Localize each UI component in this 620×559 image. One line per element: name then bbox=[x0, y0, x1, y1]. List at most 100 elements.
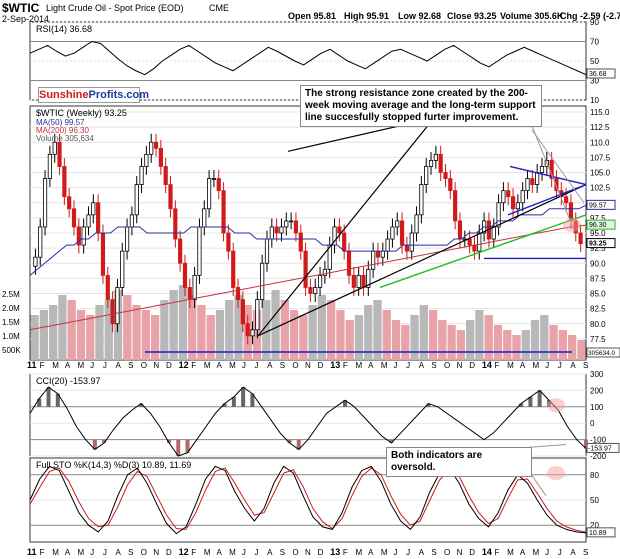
candle-body bbox=[250, 329, 255, 337]
x-tick-label: O bbox=[292, 548, 298, 557]
candle-body bbox=[375, 250, 381, 258]
x-tick-label: M bbox=[507, 361, 514, 370]
cci-line bbox=[29, 386, 587, 457]
volume-bar bbox=[160, 300, 169, 360]
candle-body bbox=[399, 220, 405, 246]
candle-body bbox=[351, 274, 356, 288]
x-tick-label: J bbox=[393, 548, 397, 557]
x-tick-label: N bbox=[457, 361, 463, 370]
x-tick-label: F bbox=[495, 548, 500, 557]
candle-body bbox=[472, 244, 477, 252]
x-tick-label: F bbox=[40, 361, 45, 370]
candle-body bbox=[240, 299, 245, 325]
volume-bar bbox=[336, 310, 345, 360]
candle-body bbox=[395, 220, 400, 228]
price-tick-label: 97.5 bbox=[590, 214, 606, 223]
candle-body bbox=[202, 208, 207, 228]
candle-body bbox=[163, 166, 168, 185]
x-tick-label: M bbox=[381, 361, 388, 370]
price-tick-label: 107.5 bbox=[590, 153, 611, 162]
candle-body bbox=[245, 323, 250, 337]
candle-body bbox=[144, 153, 149, 167]
candle-body bbox=[284, 220, 289, 228]
low-value: Low 92.68 bbox=[398, 11, 442, 21]
candle-body bbox=[211, 178, 217, 180]
candle-body bbox=[168, 184, 173, 210]
candle-body bbox=[371, 250, 376, 270]
volume-bar bbox=[327, 300, 336, 360]
candle-body bbox=[216, 178, 221, 192]
candle-body bbox=[457, 220, 463, 240]
oversold-annotation: Both indicators are oversold. bbox=[386, 447, 532, 477]
sto-value-tag bbox=[586, 527, 616, 538]
candle-body bbox=[62, 166, 67, 198]
price-tick-label: 115.0 bbox=[590, 108, 610, 117]
sto-title: Full STO %K(14,3) %D(3) 10.89, 11.69 bbox=[36, 460, 192, 470]
upper-channel-line bbox=[257, 117, 435, 337]
price-tag bbox=[586, 219, 616, 230]
legend-ma200: MA(200) 96.30 bbox=[36, 126, 89, 135]
volume-bar bbox=[39, 310, 49, 360]
x-tick-label: N bbox=[153, 361, 159, 370]
price-tick-label: 77.5 bbox=[590, 335, 606, 344]
x-tick-label: S bbox=[583, 548, 588, 557]
price-tick-label: 80.0 bbox=[590, 320, 606, 329]
candle-body bbox=[313, 287, 318, 294]
candle-body bbox=[491, 226, 496, 240]
price-tick-label: 110.0 bbox=[590, 138, 610, 147]
volume-bar bbox=[58, 295, 67, 360]
candle-body bbox=[158, 147, 163, 167]
x-tick-label: M bbox=[532, 548, 539, 557]
volume-bar bbox=[530, 320, 540, 360]
candle-body bbox=[76, 226, 81, 246]
price-tag-label: 99.57 bbox=[589, 202, 607, 209]
sto-k-line bbox=[29, 465, 587, 535]
x-tick-label: J bbox=[254, 361, 258, 370]
candle-body bbox=[535, 172, 540, 186]
x-tick-label: 14 bbox=[482, 547, 492, 557]
candle-body bbox=[226, 232, 231, 252]
x-tick-label: 14 bbox=[482, 360, 492, 370]
cci-value-label: -153.97 bbox=[588, 445, 612, 452]
x-tick-label: J bbox=[558, 361, 562, 370]
volume-bar bbox=[113, 290, 123, 360]
x-tick-label: A bbox=[65, 548, 71, 557]
volume-bar bbox=[49, 305, 58, 360]
x-tick-label: S bbox=[583, 361, 588, 370]
price-tick-label: 105.0 bbox=[590, 169, 611, 178]
candle-body bbox=[443, 172, 448, 179]
x-tick-label: D bbox=[318, 548, 324, 557]
volume-tick-label: 2.5M bbox=[2, 290, 20, 299]
volume-bar bbox=[215, 310, 225, 360]
candle-body bbox=[149, 141, 154, 155]
x-tick-label: A bbox=[65, 361, 71, 370]
candle-body bbox=[496, 202, 501, 228]
candle-body bbox=[134, 184, 139, 216]
volume-bar bbox=[567, 335, 577, 360]
price-tag-label: 96.30 bbox=[589, 222, 607, 229]
volume-bar bbox=[280, 300, 289, 360]
candle-body bbox=[409, 232, 414, 252]
ma50-line bbox=[29, 204, 587, 276]
candle-body bbox=[33, 256, 38, 267]
candle-body bbox=[38, 226, 43, 258]
volume-tick-label: 1.5M bbox=[2, 318, 20, 327]
candle-body bbox=[129, 214, 134, 228]
candle-body bbox=[404, 244, 409, 252]
cci-tick-label: -200 bbox=[590, 452, 607, 461]
x-tick-label: O bbox=[141, 548, 147, 557]
sto-tick-label: 80 bbox=[590, 471, 599, 480]
x-tick-label: 13 bbox=[330, 547, 340, 557]
volume-bar bbox=[428, 310, 438, 360]
candle-body bbox=[520, 190, 525, 204]
x-tick-label: A bbox=[520, 361, 526, 370]
rsi-tick-label: 30 bbox=[590, 77, 599, 86]
candle-body bbox=[274, 226, 279, 234]
price-tag-label: 93.25 bbox=[589, 241, 607, 248]
x-tick-label: A bbox=[419, 548, 425, 557]
candle-body bbox=[192, 274, 197, 300]
x-tick-label: A bbox=[217, 548, 223, 557]
candle-body bbox=[289, 220, 294, 223]
highlight-circle bbox=[547, 466, 565, 481]
resistance-annotation: The strong resistance zone created by th… bbox=[300, 85, 542, 127]
